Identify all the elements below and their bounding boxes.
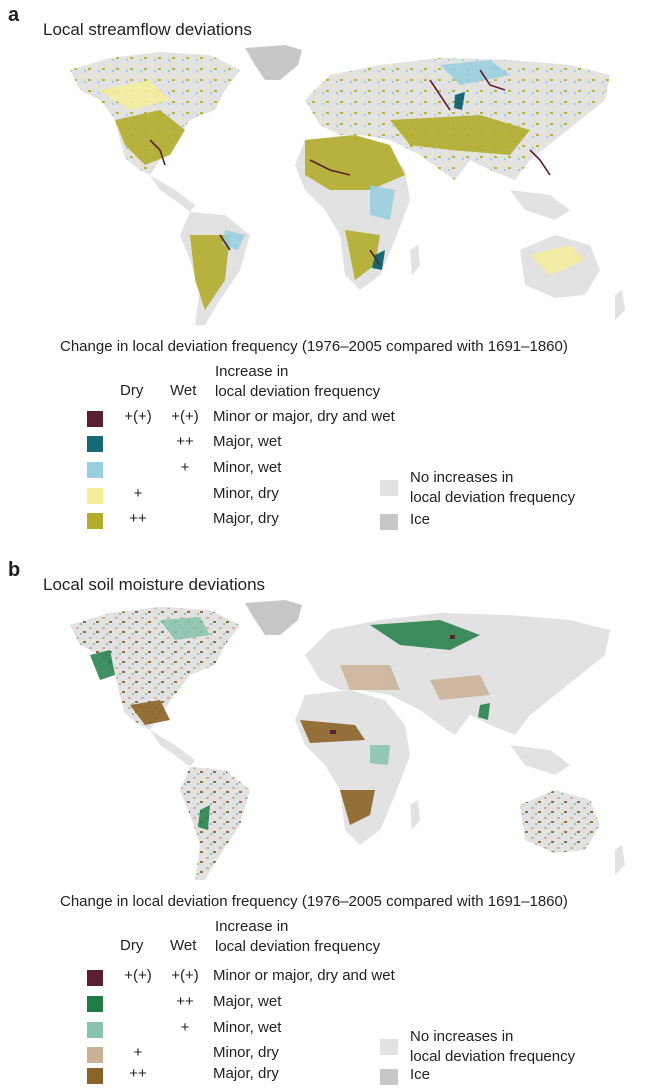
legend-header-increase-line2: local deviation frequency — [215, 383, 381, 400]
world-map-soil-moisture — [70, 600, 625, 880]
legend-header-increase-line1: Increase in — [215, 918, 289, 935]
legend-label: Minor, wet — [213, 1019, 282, 1036]
legend-swatch — [87, 1068, 103, 1084]
dry-and-wet-rivers — [149, 69, 551, 266]
no-increase-line2: local deviation frequency — [410, 1048, 576, 1065]
wet-mark: ++ — [176, 433, 194, 450]
eurasia — [305, 613, 610, 735]
southeast-asia — [510, 745, 570, 775]
legend-header-dry: Dry — [120, 382, 144, 399]
legend-label: Minor, dry — [213, 1044, 279, 1061]
land-speckle — [70, 607, 600, 880]
legend-label: Minor or major, dry and wet — [213, 967, 395, 984]
legend-header-dry: Dry — [120, 937, 144, 954]
minor-wet-zones — [160, 617, 390, 765]
world-map-streamflow — [70, 45, 625, 325]
major-dry-zones — [115, 110, 530, 310]
legend-swatch — [87, 436, 103, 452]
ice-swatch — [380, 514, 398, 530]
major-wet-zones — [372, 92, 465, 270]
dry-mark: + — [133, 1044, 143, 1061]
minor-dry-zones — [100, 80, 585, 275]
greenland — [245, 600, 302, 635]
greenland — [245, 45, 302, 80]
wet-mark: + — [180, 1019, 190, 1036]
legend-label: Minor or major, dry and wet — [213, 408, 395, 425]
new-zealand — [615, 845, 625, 875]
central-america — [150, 175, 195, 212]
major-dry-zones — [130, 700, 375, 825]
legend-swatch — [87, 513, 103, 529]
legend-header-wet: Wet — [170, 937, 197, 954]
no-increase-swatch — [380, 1039, 398, 1055]
no-increase-label: No increases in local deviation frequenc… — [410, 468, 575, 508]
wet-mark: +(+) — [171, 967, 199, 984]
dry-and-wet-spots — [330, 635, 455, 734]
legend-subtitle: Change in local deviation frequency (197… — [60, 893, 568, 910]
dry-mark: +(+) — [124, 967, 152, 984]
no-increase-swatch — [380, 480, 398, 496]
panel-letter: b — [8, 559, 21, 581]
legend-label: Major, wet — [213, 993, 282, 1010]
legend-swatch — [87, 996, 103, 1012]
legend-subtitle: Change in local deviation frequency (197… — [60, 338, 568, 355]
wet-mark: ++ — [176, 993, 194, 1010]
panel-streamflow: a Local streamflow deviations — [0, 0, 654, 545]
dry-mark: +(+) — [124, 408, 152, 425]
ice-label: Ice — [410, 1066, 431, 1083]
new-zealand — [615, 290, 625, 320]
legend-header-increase-line2: local deviation frequency — [215, 938, 381, 955]
legend-header-increase: Increase in local deviation frequency — [215, 362, 380, 402]
legend-label: Minor, wet — [213, 459, 282, 476]
legend-swatch — [87, 411, 103, 427]
dry-mark: ++ — [129, 510, 147, 527]
no-increase-line2: local deviation frequency — [410, 489, 576, 506]
legend-label: Major, dry — [213, 1065, 279, 1082]
ice-swatch — [380, 1069, 398, 1085]
legend-swatch — [87, 1047, 103, 1063]
dry-mark: ++ — [129, 1065, 147, 1082]
legend-header-increase: Increase in local deviation frequency — [215, 917, 380, 957]
legend-label: Minor, dry — [213, 485, 279, 502]
no-increase-label: No increases in local deviation frequenc… — [410, 1027, 575, 1067]
panel-letter: a — [8, 4, 20, 26]
no-increase-line1: No increases in — [410, 1028, 514, 1045]
legend-swatch — [87, 488, 103, 504]
legend-swatch — [87, 970, 103, 986]
legend-header-wet: Wet — [170, 382, 197, 399]
ice-label: Ice — [410, 511, 431, 528]
wet-mark: +(+) — [171, 408, 199, 425]
central-america — [150, 730, 195, 767]
wet-mark: + — [180, 459, 190, 476]
panel-title: Local soil moisture deviations — [43, 575, 266, 594]
major-wet-zones — [90, 620, 490, 830]
madagascar — [410, 245, 420, 275]
dry-mark: + — [133, 485, 143, 502]
southeast-asia — [510, 190, 570, 220]
minor-dry-zones — [340, 665, 490, 700]
legend-swatch — [87, 462, 103, 478]
legend-label: Major, wet — [213, 433, 282, 450]
legend-header-increase-line1: Increase in — [215, 363, 289, 380]
no-increase-line1: No increases in — [410, 469, 514, 486]
panel-soil-moisture: b Local soil moisture deviations — [0, 555, 654, 1091]
legend-swatch — [87, 1022, 103, 1038]
madagascar — [410, 800, 420, 830]
panel-title: Local streamflow deviations — [43, 20, 252, 39]
legend-label: Major, dry — [213, 510, 279, 527]
wet-zones — [222, 60, 510, 250]
